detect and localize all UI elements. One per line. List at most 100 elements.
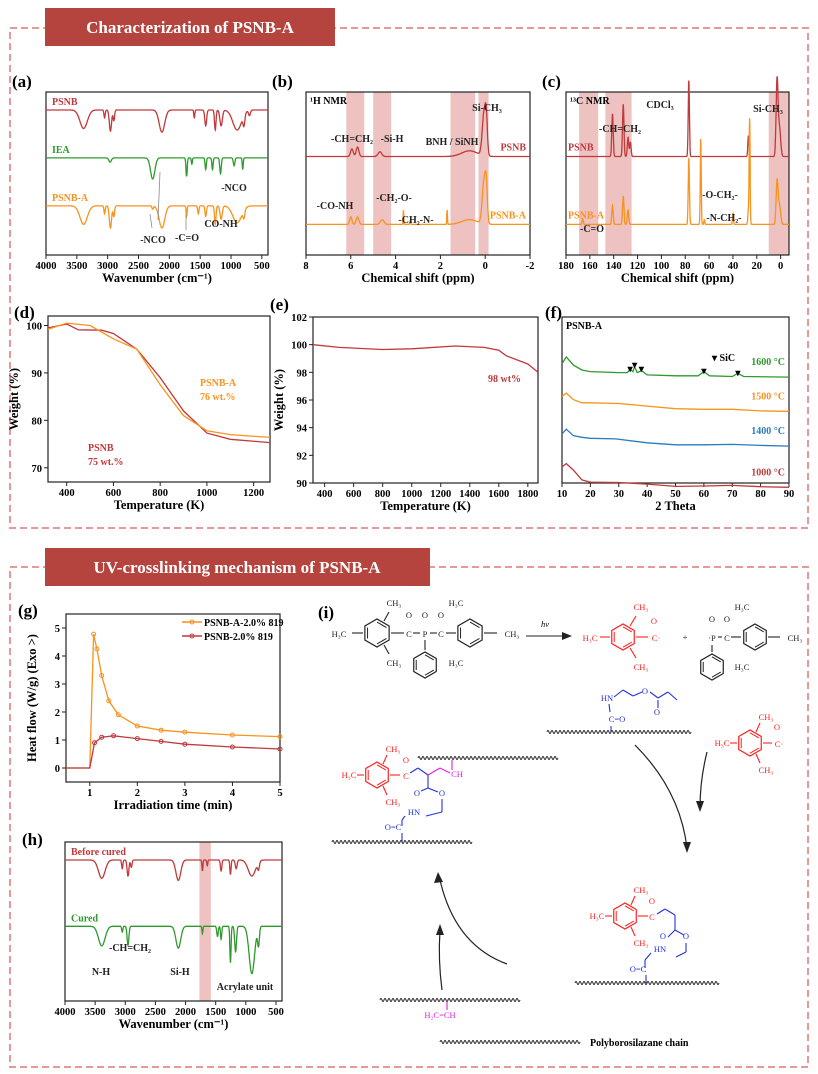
series-label: PSNB: [500, 143, 526, 154]
annotation: BNH / SiNH: [426, 137, 479, 148]
double-bond: [424, 669, 435, 676]
atom-label: O: [724, 614, 730, 624]
highlight-band: [346, 92, 365, 255]
y-tick-label: 90: [297, 479, 308, 490]
series-label: PSNB: [52, 97, 78, 108]
atom-label: O: [660, 931, 666, 941]
bond: [383, 644, 390, 655]
x-tick-label: 10: [557, 489, 568, 500]
panel-label: (f): [545, 303, 562, 322]
x-tick-label: 1200: [243, 488, 264, 499]
x-tick-label: 3000: [115, 1007, 136, 1018]
atom-label: CH₃: [386, 744, 401, 754]
series-label: IEA: [52, 145, 71, 156]
x-tick-label: 20: [585, 489, 596, 500]
atom-label: CH₃: [634, 938, 649, 948]
highlight-band: [199, 842, 211, 1001]
double-bond: [469, 638, 480, 645]
series-label: Cured: [71, 913, 98, 924]
x-tick-label: 1400: [459, 489, 480, 500]
residual-label: 75 wt.%: [88, 457, 124, 468]
section1-border: [9, 27, 809, 529]
arrow-icon: [699, 751, 708, 809]
atom-label: C: [724, 633, 730, 643]
series-label: 1500 °C: [751, 391, 785, 402]
sic-marker-icon: ▾: [700, 366, 707, 377]
series-label: PSNB-A: [490, 210, 527, 221]
y-tick-label: 80: [32, 416, 43, 427]
bond: [632, 691, 643, 697]
annotation: Acrylate unit: [217, 982, 274, 993]
data-point: [182, 729, 188, 735]
series-line-PSNB: [306, 101, 530, 158]
y-tick-label: 92: [297, 451, 308, 462]
benzene-ring-icon: [364, 618, 390, 648]
legend-chain-icon: [439, 1040, 581, 1044]
series-label: PSNB: [568, 143, 594, 154]
benzene-ring-icon: [413, 651, 437, 679]
highlight-band: [768, 92, 789, 255]
section1-banner: [45, 8, 335, 46]
atom-label: O: [439, 788, 445, 798]
data-point: [99, 673, 105, 679]
x-tick-label: 1: [87, 788, 92, 799]
arrow-icon: [439, 879, 508, 965]
x-tick-label: 3: [182, 788, 187, 799]
legend-entry: PSNB-A-2.0% 819: [204, 618, 283, 629]
bond: [417, 767, 429, 776]
data-point: [134, 723, 140, 729]
bond: [664, 908, 676, 916]
double-bond: [754, 626, 765, 633]
bond: [755, 722, 761, 733]
chart-title: ¹H NMR: [310, 96, 348, 107]
y-axis-label: Weight (%): [272, 369, 286, 431]
data-point: [277, 734, 283, 740]
atom-label: H₃C: [449, 598, 464, 608]
polymer-chain-icon: [331, 840, 473, 844]
data-point: [134, 736, 140, 742]
benzene-ring-icon: [743, 623, 767, 651]
x-tick-label: 500: [254, 261, 270, 272]
sic-marker-icon: ▾: [638, 364, 645, 375]
annotation: -NCO: [221, 183, 247, 194]
bond: [644, 952, 652, 961]
x-tick-label: 600: [346, 489, 362, 500]
y-tick-label: 0: [55, 764, 60, 775]
highlight-band: [373, 92, 392, 255]
atom-label: CH₃: [759, 712, 774, 722]
annotation: -CH=CH₂: [109, 943, 151, 954]
chart-panel-c: (c) 180 160 140 120 100 80 60 40 20 0 Chemical shif…: [542, 72, 790, 285]
y-tick-label: 4: [55, 652, 61, 663]
legend-entry: PSNB-2.0% 819: [204, 632, 273, 643]
arrow-head-icon: [696, 801, 704, 812]
x-tick-label: 800: [152, 488, 168, 499]
atom-label: P: [423, 629, 428, 639]
sic-marker-icon: ▾: [734, 368, 741, 379]
data-point: [94, 646, 100, 652]
x-tick-label: 5: [277, 788, 282, 799]
annotation: -C=O: [580, 224, 604, 235]
x-tick-label: 3000: [97, 261, 118, 272]
panel-label: (a): [12, 72, 32, 91]
x-tick-label: 40: [728, 261, 739, 272]
bond: [622, 689, 634, 697]
reaction-scheme: (i)H₃CCH₃CH₃COPOCOH₃CH₃CCH₃hvH₃CCH₃CH₃C·…: [318, 598, 802, 1049]
atom-label: CH₃: [505, 629, 520, 639]
x-tick-label: 40: [642, 489, 653, 500]
atom-label: H₃C: [735, 602, 750, 612]
polymer-chain-icon: [546, 730, 692, 734]
atom-label: CH₃: [788, 633, 803, 643]
panel-label: (i): [318, 603, 334, 622]
chart-title: ¹³C NMR: [570, 96, 610, 107]
atom-label: O: [406, 610, 412, 620]
x-tick-label: 1600: [488, 489, 509, 500]
annotation: -C=O: [175, 233, 199, 244]
series-label: Before cured: [71, 847, 126, 858]
arrow-icon: [438, 929, 443, 991]
data-point: [106, 698, 112, 704]
y-axis-label: Heat flow (W/g) (Exo >): [25, 634, 39, 762]
atom-label: H₃C: [449, 658, 464, 668]
chart-title: PSNB-A: [566, 321, 603, 332]
atom-label: C: [649, 912, 655, 922]
annotation: -Si-H: [381, 134, 404, 145]
